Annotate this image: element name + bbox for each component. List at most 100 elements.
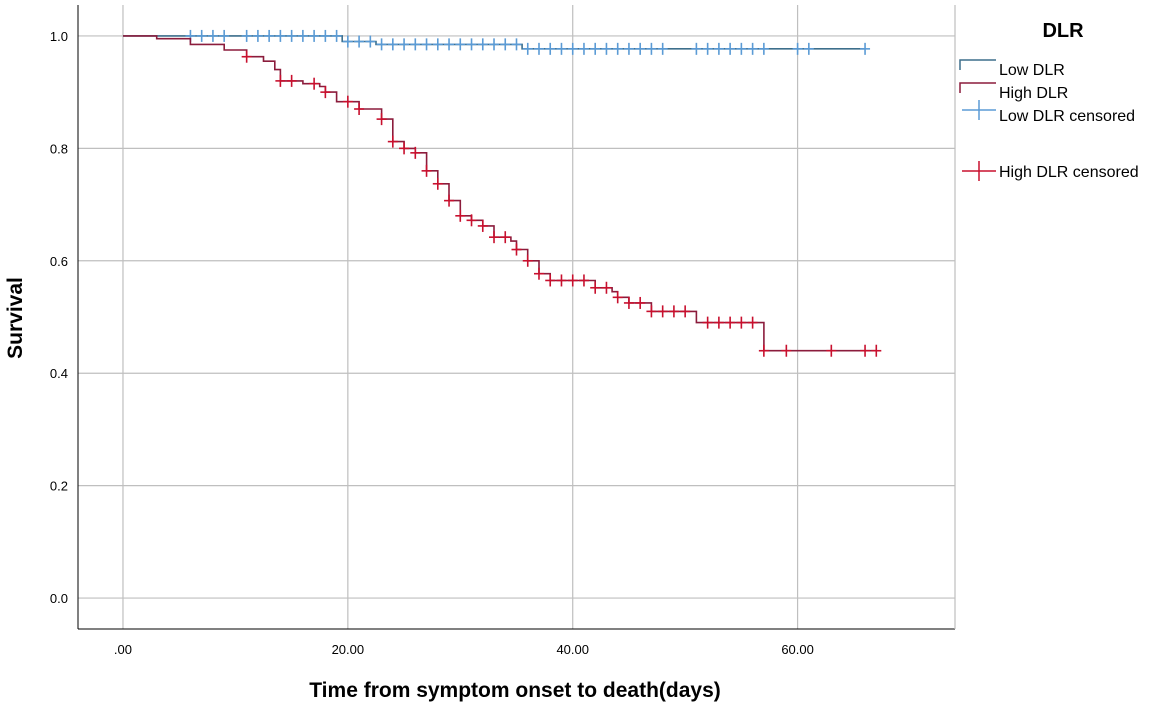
high-dlr-censor-mark: [387, 135, 398, 148]
high-dlr-censor-mark: [590, 281, 601, 294]
low-dlr-censor-mark: [500, 38, 511, 51]
low-dlr-censor-mark: [803, 42, 814, 55]
legend-high-label: High DLR: [999, 85, 1068, 102]
grid: [78, 5, 955, 629]
high-dlr-censor-mark: [635, 296, 646, 309]
legend-high-censored-symbol: [962, 161, 996, 181]
high-dlr-censor-mark: [410, 146, 421, 159]
high-dlr-censor-mark: [477, 219, 488, 232]
high-dlr-censor-mark: [781, 344, 792, 357]
high-dlr-censor-mark: [736, 316, 747, 329]
low-dlr-censor-mark: [623, 42, 634, 55]
high-dlr-censor-mark: [432, 177, 443, 190]
low-dlr-censor-mark: [545, 42, 556, 55]
legend-low-censored-label: Low DLR censored: [999, 108, 1135, 125]
low-dlr-censor-mark: [477, 38, 488, 51]
low-dlr-censor-mark: [466, 38, 477, 51]
low-dlr-censor-mark: [612, 42, 623, 55]
legend: DLR Low DLR High DLR Low DLR censored Hi…: [959, 20, 1139, 181]
high-dlr-censor-mark: [376, 113, 387, 126]
high-dlr-censor-mark: [567, 274, 578, 287]
high-dlr-censor-mark: [668, 305, 679, 318]
high-dlr-censor-mark: [522, 254, 533, 267]
y-tick-label: 0.0: [50, 591, 68, 606]
low-dlr-censor-mark: [455, 38, 466, 51]
high-dlr-censor-mark: [725, 316, 736, 329]
legend-low-label: Low DLR: [999, 62, 1065, 79]
high-dlr-censor-mark: [871, 344, 882, 357]
low-dlr-censor-mark: [365, 35, 376, 48]
high-dlr-censor-mark: [702, 316, 713, 329]
low-dlr-censor-mark: [702, 42, 713, 55]
low-dlr-censor-mark: [590, 42, 601, 55]
low-dlr-censor-mark: [207, 29, 218, 42]
low-dlr-censor-mark: [747, 42, 758, 55]
low-dlr-censor-mark: [354, 35, 365, 48]
high-dlr-censor-mark: [320, 86, 331, 99]
high-dlr-censor-mark: [657, 305, 668, 318]
low-dlr-censor-mark: [432, 38, 443, 51]
x-tick-label: .00: [114, 642, 132, 657]
x-tick-label: 60.00: [781, 642, 814, 657]
high-dlr-censor-mark: [500, 231, 511, 244]
y-tick-label: 0.6: [50, 254, 68, 269]
y-tick-label: 0.2: [50, 479, 68, 494]
high-dlr-censor-mark: [623, 296, 634, 309]
high-dlr-censor-mark: [758, 344, 769, 357]
low-dlr-censor-mark: [736, 42, 747, 55]
high-dlr-censor-mark: [309, 77, 320, 90]
high-dlr-censor-mark: [713, 316, 724, 329]
low-dlr-censor-mark: [309, 29, 320, 42]
y-tick-label: 0.8: [50, 141, 68, 156]
high-dlr-censor-mark: [826, 344, 837, 357]
low-dlr-curve: [123, 35, 866, 50]
low-dlr-censor-mark: [196, 29, 207, 42]
low-dlr-censor-mark: [646, 42, 657, 55]
low-dlr-censor-mark: [522, 42, 533, 55]
high-dlr-censor-mark: [545, 274, 556, 287]
low-dlr-censor-mark: [691, 42, 702, 55]
low-dlr-censor-mark: [578, 42, 589, 55]
low-dlr-censor-mark: [219, 29, 230, 42]
high-dlr-censor-mark: [556, 274, 567, 287]
low-dlr-censor-mark: [376, 38, 387, 51]
high-dlr-censor-mark: [601, 281, 612, 294]
low-dlr-censor-mark: [275, 29, 286, 42]
low-dlr-censor-mark: [410, 38, 421, 51]
low-dlr-censor-mark: [657, 42, 668, 55]
low-dlr-censor-mark: [342, 35, 353, 48]
low-dlr-censor-mark: [758, 42, 769, 55]
axes: [77, 5, 956, 630]
low-dlr-censor-mark: [489, 38, 500, 51]
low-dlr-censor-mark: [399, 38, 410, 51]
high-dlr-censor-mark: [354, 103, 365, 115]
high-dlr-censor-mark: [489, 231, 500, 244]
low-dlr-censor-mark: [421, 38, 432, 51]
legend-low-censored-symbol: [962, 100, 996, 120]
high-dlr-censor-mark: [860, 344, 871, 357]
high-dlr-censor-mark: [444, 194, 455, 207]
high-dlr-censor-mark: [612, 291, 623, 304]
low-dlr-censor-mark: [713, 42, 724, 55]
low-dlr-censor-mark: [387, 38, 398, 51]
low-dlr-censor-mark: [320, 29, 331, 42]
high-dlr-curve: [123, 35, 877, 352]
legend-title: DLR: [1042, 20, 1084, 42]
low-dlr-censor-mark: [444, 38, 455, 51]
low-dlr-censor-mark: [635, 42, 646, 55]
x-tick-label: 40.00: [556, 642, 589, 657]
high-dlr-censor-mark: [511, 243, 522, 256]
x-axis-title: Time from symptom onset to death(days): [309, 679, 721, 702]
y-tick-labels: 0.0 0.2 0.4 0.6 0.8 1.0: [50, 29, 68, 606]
legend-high-line-symbol: [959, 82, 996, 93]
legend-low-line-symbol: [959, 59, 996, 70]
legend-high-censored-label: High DLR censored: [999, 164, 1139, 181]
low-dlr-censor-mark: [601, 42, 612, 55]
high-dlr-censor-mark: [578, 274, 589, 287]
high-dlr-censor-mark: [680, 305, 691, 318]
low-dlr-censor-mark: [241, 29, 252, 42]
high-dlr-censor-mark: [747, 316, 758, 329]
y-axis-title: Survival: [4, 277, 27, 359]
low-dlr-censor-mark: [286, 29, 297, 42]
